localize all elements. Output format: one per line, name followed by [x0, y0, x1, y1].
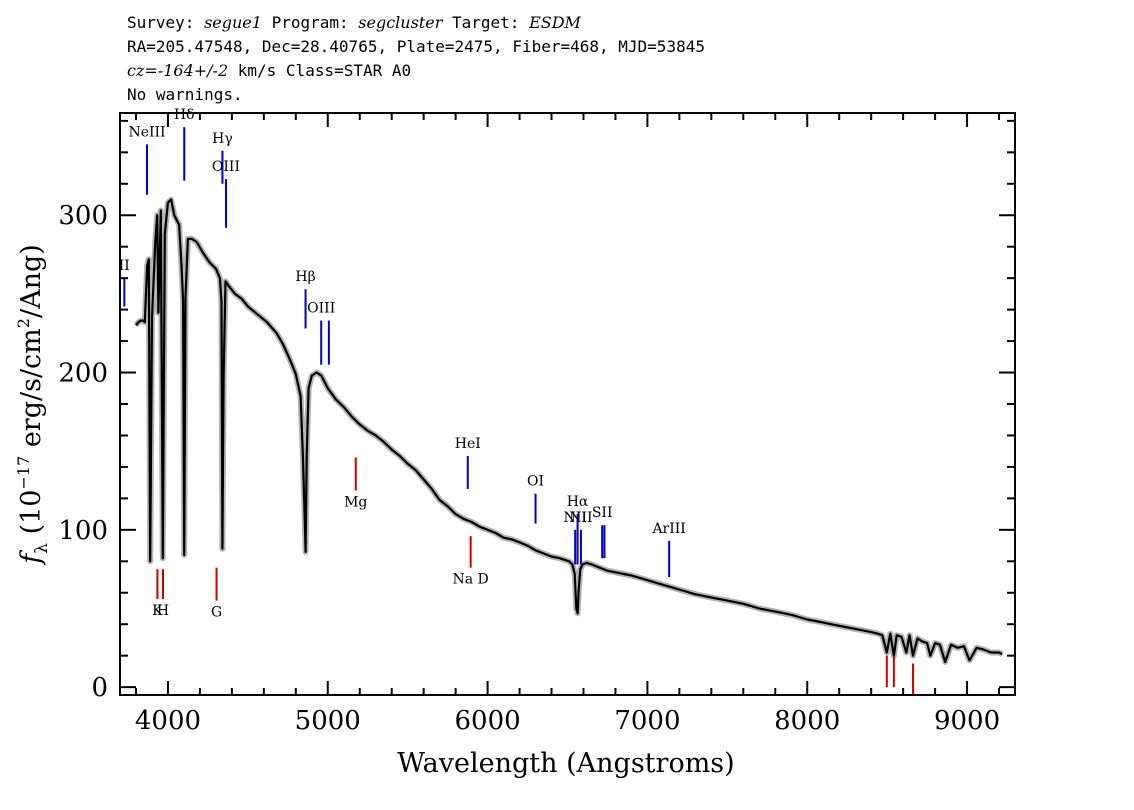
emission-line-label: OIII: [307, 301, 335, 317]
emission-line-label: NeIII: [128, 124, 165, 140]
header-line-redshift: cz=-164+/-2 km/s Class=STAR A0: [127, 60, 411, 82]
y-axis-pre: (10: [16, 490, 47, 543]
axis-ticks: 4000 5000 6000 7000 8000 9000 0 100 200 300: [58, 113, 1015, 736]
absorption-line-label: H: [157, 603, 169, 619]
y-axis-post: /Ang): [16, 244, 47, 318]
absorption-line-label: Na D: [453, 572, 489, 588]
header-line-coords: RA=205.47548, Dec=28.40765, Plate=2475, …: [127, 37, 705, 56]
emission-line-label: OI: [527, 474, 544, 490]
y-axis-title: fλ (10−17 erg/s/cm2/Ang): [14, 244, 52, 566]
y-axis-mid: erg/s/cm: [16, 328, 47, 456]
header-line-warnings: No warnings.: [127, 85, 243, 104]
x-tick-label: 7000: [614, 706, 680, 736]
x-tick-label: 6000: [455, 706, 521, 736]
class-text: km/s Class=STAR A0: [228, 61, 412, 80]
y-tick-label: 200: [58, 359, 108, 389]
x-axis-title: Wavelength (Angstroms): [397, 748, 734, 779]
program-value: segcluster: [358, 13, 443, 32]
header-line-survey: Survey: segue1 Program: segcluster Targe…: [127, 12, 581, 34]
spectrum-error-band: [133, 196, 1004, 665]
x-tick-label: 4000: [135, 706, 201, 736]
emission-line-label: ArIII: [651, 521, 685, 537]
target-label: Target:: [452, 13, 520, 32]
plot-frame: [119, 112, 1016, 696]
emission-line-label: SII: [592, 505, 613, 521]
y-tick-label: 0: [91, 673, 108, 703]
cz-label: cz=: [127, 61, 158, 80]
absorption-line-label: K: [152, 603, 163, 619]
emission-line-label: Hδ: [174, 107, 195, 123]
survey-value: segue1: [204, 13, 262, 32]
cz-value: -164+/-2: [157, 61, 229, 80]
x-tick-label: 9000: [934, 706, 1000, 736]
emission-line-label: Hα: [567, 494, 589, 510]
y-tick-label: 100: [58, 516, 108, 546]
emission-line-label: Hγ: [212, 131, 233, 147]
emission-line-label: HeI: [455, 436, 481, 452]
emission-line-label: NII: [564, 510, 587, 526]
emission-line-label: OIII: [212, 159, 240, 175]
emission-line-label: II: [119, 258, 130, 274]
emission-line-label: NII: [569, 510, 592, 526]
y-axis-exp2: 2: [14, 318, 33, 328]
x-tick-label: 8000: [774, 706, 840, 736]
survey-label: Survey:: [127, 13, 195, 32]
target-value: ESDM: [529, 13, 581, 32]
absorption-line-label: G: [211, 605, 222, 621]
emission-line-label: Hβ: [295, 269, 315, 285]
absorption-line-label: Mg: [344, 495, 367, 511]
y-axis-exp1: −17: [14, 456, 33, 490]
y-tick-label: 300: [58, 201, 108, 231]
spectrum-line: [135, 198, 1003, 664]
y-axis-lambda: λ: [32, 543, 52, 554]
program-label: Program:: [271, 13, 349, 32]
x-tick-label: 5000: [295, 706, 361, 736]
